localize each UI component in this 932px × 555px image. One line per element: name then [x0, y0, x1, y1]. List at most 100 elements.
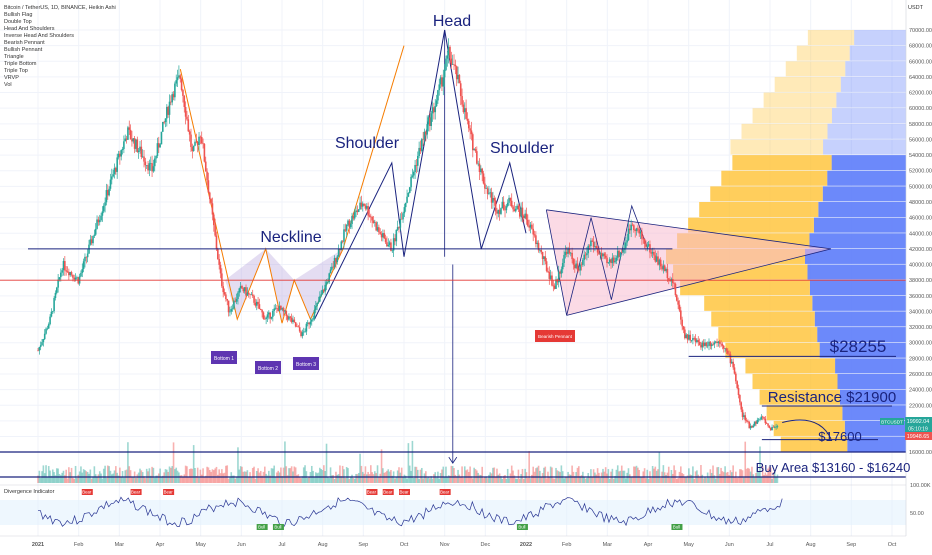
- candle-body: [227, 300, 230, 313]
- volume-bar: [145, 468, 148, 483]
- candle-body: [217, 248, 219, 260]
- price-axis[interactable]: 16000.0018000.0020000.0022000.0024000.00…: [909, 28, 932, 456]
- volume-bar: [418, 478, 420, 483]
- y-tick-label: 30000.00: [909, 341, 932, 347]
- bear-tag: [81, 489, 93, 495]
- volume-bar: [698, 477, 701, 483]
- volume-bar: [323, 465, 325, 483]
- candle-body: [505, 206, 508, 211]
- volume-bar: [641, 476, 643, 483]
- candle-body: [497, 209, 500, 214]
- candle-body: [604, 255, 607, 258]
- candle-body: [208, 192, 211, 200]
- candle-body: [620, 252, 623, 253]
- candle-body: [732, 361, 734, 368]
- y-tick-label: 24000.00: [909, 388, 932, 394]
- candle-body: [272, 310, 274, 317]
- volume-bar: [494, 476, 497, 483]
- candle-body: [579, 264, 581, 271]
- indicator-item[interactable]: VRVP: [4, 75, 19, 81]
- vp-yellow-bar: [745, 358, 836, 374]
- volume-bar: [297, 474, 300, 483]
- bottom3-text: Bottom 3: [296, 362, 316, 368]
- candle-body: [149, 163, 152, 164]
- candle-body: [458, 74, 461, 84]
- candle-body: [580, 264, 583, 266]
- volume-bar: [269, 475, 271, 483]
- bull-tag: [516, 524, 528, 530]
- candle-body: [571, 252, 573, 260]
- candle-body: [612, 257, 615, 263]
- indicator-item[interactable]: Bearish Pennant: [4, 40, 45, 46]
- volume-bar: [351, 474, 353, 483]
- indicator-item[interactable]: Head And Shoulders: [4, 26, 55, 32]
- indicator-item[interactable]: Inverse Head And Shoulders: [4, 33, 74, 39]
- candle-body: [759, 419, 761, 420]
- ihs-fill: [265, 248, 295, 321]
- candle-body: [663, 265, 666, 272]
- level-28255-label: $28255: [830, 337, 887, 356]
- candle-body: [210, 199, 212, 204]
- candle-body: [69, 272, 72, 276]
- indicator-item[interactable]: Triple Top: [4, 68, 28, 74]
- volume-bar: [745, 468, 748, 483]
- volume-bar: [690, 474, 693, 483]
- candle-body: [274, 307, 277, 309]
- candle-body: [239, 286, 242, 289]
- volume-bar: [190, 468, 192, 483]
- time-axis[interactable]: 2021 Feb Mar Apr May Jun Jul Aug Sep Oct Nov Dec 202…: [32, 542, 897, 548]
- candle-body: [343, 229, 345, 242]
- candle-body: [552, 285, 555, 287]
- y-tick-label: 16000.00: [909, 450, 932, 456]
- volume-bar: [496, 468, 498, 483]
- bull-text: Bull: [518, 525, 525, 530]
- candle-body: [257, 301, 259, 305]
- volume-bar: [513, 475, 516, 483]
- x-tick-label: Oct: [400, 542, 409, 548]
- osc-band: [0, 500, 906, 525]
- indicator-item[interactable]: Vol: [4, 82, 12, 88]
- indicator-item[interactable]: Double Top: [4, 19, 32, 25]
- candle-body: [192, 145, 195, 151]
- volume-bar: [624, 478, 627, 483]
- volume-bar: [548, 476, 551, 483]
- volume-bar: [289, 468, 292, 483]
- candle-body: [462, 104, 465, 113]
- candle-body: [113, 167, 116, 175]
- volume-bar: [266, 475, 269, 483]
- candle-body: [600, 253, 603, 257]
- volume-bar: [439, 473, 442, 483]
- indicator-item[interactable]: Triple Bottom: [4, 61, 37, 67]
- volume-bar: [90, 478, 93, 483]
- candle-body: [213, 214, 215, 226]
- candle-body: [567, 248, 569, 254]
- left-shoulder-label: Shoulder: [335, 135, 400, 152]
- indicator-item[interactable]: Bullish Pennant: [4, 47, 43, 53]
- candle-body: [509, 197, 512, 201]
- volume-bar: [399, 472, 402, 483]
- candle-body: [578, 269, 580, 271]
- candle-body: [90, 239, 93, 244]
- candle-body: [630, 224, 632, 231]
- volume-bar: [657, 469, 659, 483]
- candle-body: [38, 347, 41, 351]
- volume-bar: [583, 476, 585, 483]
- volume-bar: [688, 468, 690, 483]
- volume-bar: [357, 472, 360, 483]
- candle-body: [368, 215, 371, 217]
- volume-bar: [273, 465, 275, 483]
- candle-body: [140, 146, 143, 158]
- volume-bar: [427, 476, 430, 483]
- volume-bar: [760, 477, 763, 483]
- bear-tag: [439, 489, 451, 495]
- volume-bar: [553, 478, 556, 483]
- indicator-item[interactable]: Triangle: [4, 54, 24, 60]
- indicator-item[interactable]: Bullish Flag: [4, 12, 32, 18]
- candle-body: [179, 75, 182, 79]
- bull-tag: [272, 524, 284, 530]
- candle-body: [302, 331, 305, 333]
- volume-bar: [80, 466, 82, 483]
